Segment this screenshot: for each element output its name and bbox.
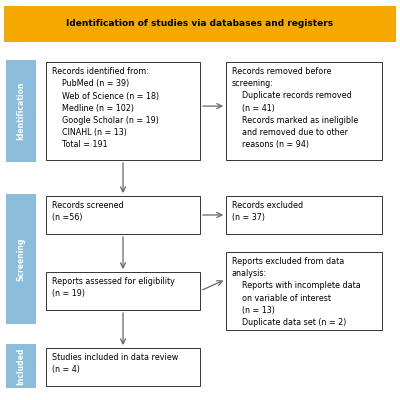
FancyBboxPatch shape (226, 196, 382, 234)
Text: Reports excluded from data
analysis:
    Reports with incomplete data
    on var: Reports excluded from data analysis: Rep… (232, 257, 361, 327)
FancyBboxPatch shape (6, 60, 36, 162)
FancyBboxPatch shape (46, 272, 200, 310)
FancyBboxPatch shape (46, 348, 200, 386)
Text: Records identified from:
    PubMed (n = 39)
    Web of Science (n = 18)
    Med: Records identified from: PubMed (n = 39)… (52, 67, 159, 149)
Text: Included: Included (16, 347, 26, 385)
FancyBboxPatch shape (6, 194, 36, 324)
FancyBboxPatch shape (226, 252, 382, 330)
Text: Screening: Screening (16, 237, 26, 281)
FancyBboxPatch shape (46, 62, 200, 160)
FancyBboxPatch shape (226, 62, 382, 160)
Text: Identification of studies via databases and registers: Identification of studies via databases … (66, 20, 334, 28)
Text: Records screened
(n =56): Records screened (n =56) (52, 201, 124, 222)
FancyBboxPatch shape (46, 196, 200, 234)
Text: Studies included in data review
(n = 4): Studies included in data review (n = 4) (52, 353, 178, 374)
Text: Reports assessed for eligibility
(n = 19): Reports assessed for eligibility (n = 19… (52, 277, 175, 298)
FancyBboxPatch shape (4, 6, 396, 42)
Text: Identification: Identification (16, 82, 26, 140)
FancyBboxPatch shape (6, 344, 36, 388)
Text: Records removed before
screening:
    Duplicate records removed
    (n = 41)
   : Records removed before screening: Duplic… (232, 67, 358, 149)
Text: Records excluded
(n = 37): Records excluded (n = 37) (232, 201, 303, 222)
